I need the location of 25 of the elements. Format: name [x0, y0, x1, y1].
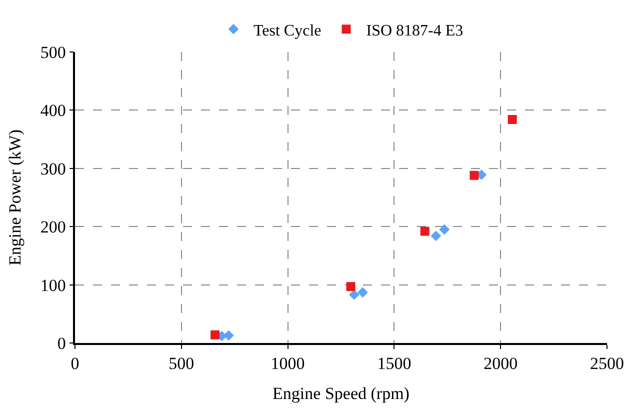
point [346, 282, 356, 292]
point [348, 289, 360, 300]
x-axis-title: Engine Speed (rpm) [272, 384, 410, 404]
point [430, 230, 442, 242]
x-tick-label: 0 [70, 354, 80, 374]
y-tick-label: 200 [40, 218, 66, 237]
y-tick-label: 400 [40, 101, 66, 120]
point [420, 226, 430, 236]
x-tick-label: 2500 [590, 354, 624, 374]
x-tick-label: 1000 [270, 354, 305, 374]
y-tick-label: 300 [40, 159, 66, 178]
y-tick-label: 0 [57, 334, 66, 353]
legend-label: Test Cycle [254, 22, 322, 40]
x-tick-label: 2000 [484, 354, 518, 374]
point [470, 170, 479, 180]
point [439, 224, 450, 235]
point [508, 115, 517, 124]
y-axis-title: Engine Power (kW) [5, 130, 24, 266]
legend-label: ISO 8187-4 E3 [366, 22, 464, 40]
point [358, 287, 368, 298]
x-tick-label: 1500 [377, 354, 412, 374]
y-tick-label: 500 [40, 42, 66, 62]
y-tick-label: 100 [40, 276, 66, 295]
point [210, 330, 220, 340]
x-tick-label: 500 [168, 354, 194, 374]
